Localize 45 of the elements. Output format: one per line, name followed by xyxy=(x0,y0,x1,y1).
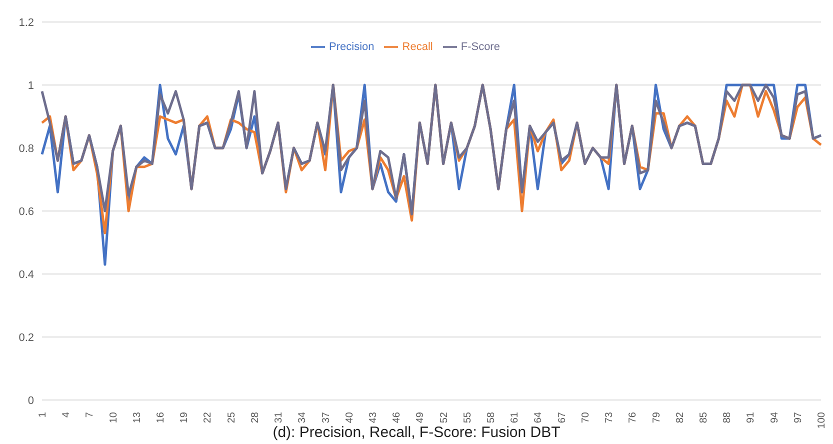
x-tick-label: 1 xyxy=(38,412,48,418)
x-tick-label: 70 xyxy=(580,412,592,424)
x-tick-label: 34 xyxy=(297,412,308,424)
x-tick-label: 43 xyxy=(368,412,379,424)
x-tick-label: 16 xyxy=(156,412,167,424)
x-tick-label: 7 xyxy=(84,412,96,418)
x-tick-label: 55 xyxy=(462,412,474,424)
legend-label: Precision xyxy=(329,40,374,53)
x-tick-label: 52 xyxy=(438,412,450,424)
y-tick-label: 0 xyxy=(28,394,34,407)
y-tick-label: 0.6 xyxy=(18,206,34,218)
text: (d): Precision, Recall, F-Score: Fusion DBT xyxy=(272,424,560,441)
x-tick-label: 97 xyxy=(792,412,804,424)
y-tick-label: 1 xyxy=(28,80,34,92)
x-tick-label: 10 xyxy=(108,412,120,424)
x-tick-label: 73 xyxy=(604,412,616,424)
x-tick-label: 100 xyxy=(816,412,828,429)
x-tick-label: 61 xyxy=(510,412,521,424)
x-tick-label: 79 xyxy=(651,412,662,424)
x-tick-label: 85 xyxy=(698,412,710,424)
y-tick-label: 1.2 xyxy=(18,16,34,29)
x-tick-label: 37 xyxy=(320,412,332,424)
x-tick-label: 58 xyxy=(486,412,498,424)
legend-label: Recall xyxy=(402,40,433,53)
x-tick-label: 25 xyxy=(226,412,238,424)
x-tick-label: 49 xyxy=(415,412,426,424)
x-tick-label: 28 xyxy=(250,412,261,424)
x-tick-label: 22 xyxy=(202,412,214,424)
x-tick-label: 88 xyxy=(722,412,734,424)
x-tick-label: 67 xyxy=(556,412,568,424)
x-tick-label: 13 xyxy=(132,412,143,424)
y-tick-label: 0.8 xyxy=(18,142,34,155)
x-tick-label: 64 xyxy=(533,412,544,424)
x-tick-label: 4 xyxy=(61,412,72,418)
legend-label: F-Score xyxy=(460,40,500,53)
y-tick-label: 0.2 xyxy=(18,332,34,344)
x-tick-label: 19 xyxy=(179,412,190,424)
x-tick-label: 76 xyxy=(628,412,639,424)
x-tick-label: 94 xyxy=(769,412,780,424)
x-tick-label: 46 xyxy=(392,412,403,424)
x-tick-label: 82 xyxy=(674,412,686,424)
x-tick-label: 31 xyxy=(274,412,285,424)
y-tick-label: 0.4 xyxy=(18,268,34,281)
x-tick-label: 91 xyxy=(746,412,757,424)
x-tick-label: 40 xyxy=(344,412,356,424)
